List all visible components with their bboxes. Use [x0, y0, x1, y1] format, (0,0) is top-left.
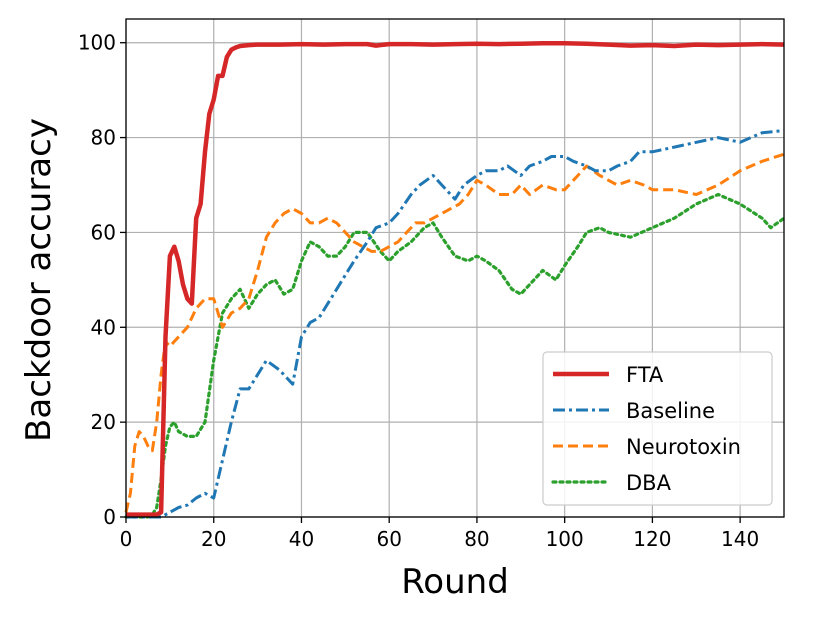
series-line-dba — [124, 192, 786, 519]
x-tick-label: 100 — [546, 527, 584, 551]
x-tick-label: 0 — [120, 527, 133, 551]
y-tick-label: 0 — [103, 505, 116, 529]
x-tick-label: 60 — [376, 527, 401, 551]
x-axis-label: Round — [401, 562, 509, 602]
y-tick-label: 40 — [91, 315, 116, 339]
legend-box — [542, 351, 773, 506]
series-line-baseline — [126, 129, 785, 519]
x-tick-label: 80 — [464, 527, 489, 551]
series-line-neurotoxin — [124, 152, 785, 513]
y-axis-label: Backdoor accuracy — [19, 118, 59, 442]
plot-lines — [124, 40, 786, 519]
plot-frame — [125, 18, 785, 518]
y-tick-label: 20 — [91, 410, 116, 434]
x-tick-label: 140 — [721, 527, 759, 551]
x-tick-label: 120 — [633, 527, 671, 551]
legend: FTA Baseline Neurotoxin DBA — [542, 351, 773, 506]
y-tick-label: 60 — [91, 220, 116, 244]
y-tick-label: 100 — [78, 31, 116, 55]
y-tick-label: 80 — [91, 126, 116, 150]
x-tick-label: 40 — [289, 527, 314, 551]
legend-label-dba: DBA — [626, 471, 672, 495]
series-line-fta — [126, 40, 785, 517]
x-tick-label: 20 — [201, 527, 226, 551]
legend-label-neurotoxin: Neurotoxin — [626, 435, 741, 459]
axis-ticks: 0 20 40 60 80 100 120 140 0 20 40 60 80 100 — [78, 31, 759, 551]
legend-label-baseline: Baseline — [626, 399, 715, 423]
legend-label-fta: FTA — [626, 363, 664, 387]
